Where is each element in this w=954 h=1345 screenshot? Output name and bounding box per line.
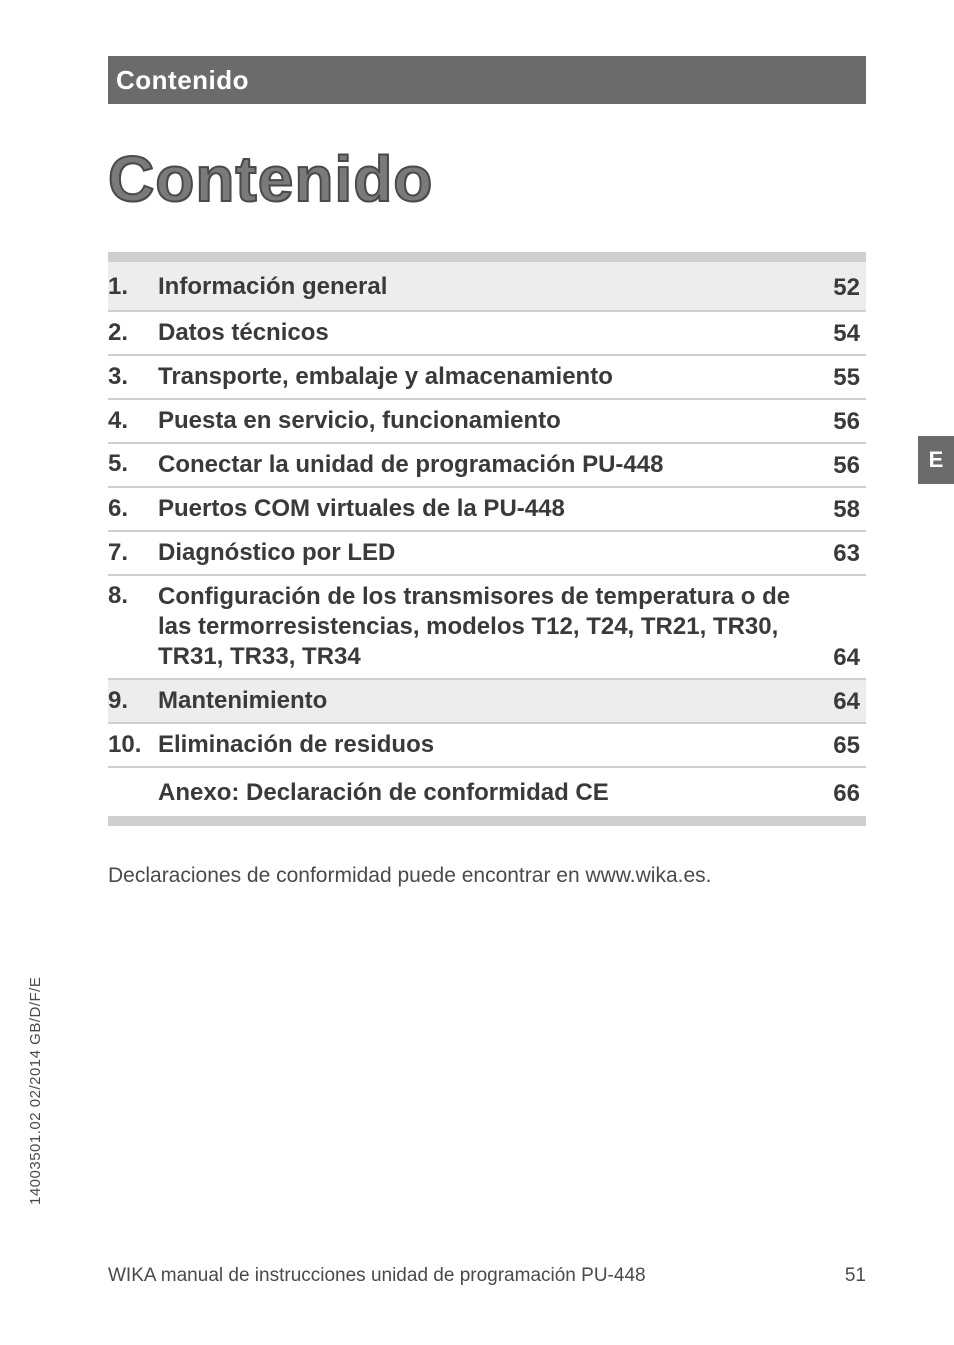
toc-page: 56 bbox=[810, 408, 860, 436]
toc-num: 9. bbox=[108, 687, 158, 715]
document-code: 14003501.02 02/2014 GB/D/F/E bbox=[27, 977, 44, 1205]
toc-label: Anexo: Declaración de conformidad CE bbox=[158, 778, 810, 808]
toc-bottom-rule bbox=[108, 816, 866, 826]
page-title: Contenido bbox=[108, 142, 866, 216]
toc-row-5: 5. Conectar la unidad de programación PU… bbox=[108, 444, 866, 488]
toc-label: Conectar la unidad de programación PU-44… bbox=[158, 450, 810, 480]
page-footer: WIKA manual de instrucciones unidad de p… bbox=[108, 1265, 866, 1287]
toc-num: 3. bbox=[108, 363, 158, 391]
toc-num: 6. bbox=[108, 495, 158, 523]
toc-row-6: 6. Puertos COM virtuales de la PU-448 58 bbox=[108, 488, 866, 532]
toc-label: Configuración de los transmisores de tem… bbox=[158, 582, 810, 672]
toc-row-7: 7. Diagnóstico por LED 63 bbox=[108, 532, 866, 576]
toc-num: 8. bbox=[108, 582, 158, 610]
toc-row-4: 4. Puesta en servicio, funcionamiento 56 bbox=[108, 400, 866, 444]
declaration-text: Declaraciones de conformidad puede encon… bbox=[108, 864, 866, 888]
toc-num: 2. bbox=[108, 319, 158, 347]
toc-row-1: 1. Información general 52 bbox=[108, 262, 866, 312]
toc-num: 7. bbox=[108, 539, 158, 567]
toc-label: Diagnóstico por LED bbox=[158, 538, 810, 568]
toc-page: 56 bbox=[810, 452, 860, 480]
toc-page: 54 bbox=[810, 320, 860, 348]
toc-row-9: 9. Mantenimiento 64 bbox=[108, 680, 866, 724]
toc-page: 64 bbox=[810, 644, 860, 672]
toc-row-11: Anexo: Declaración de conformidad CE 66 bbox=[108, 768, 866, 816]
toc-page: 58 bbox=[810, 496, 860, 524]
page-container: Contenido Contenido 1. Información gener… bbox=[0, 0, 954, 1345]
footer-left: WIKA manual de instrucciones unidad de p… bbox=[108, 1265, 646, 1287]
toc-label: Mantenimiento bbox=[158, 686, 810, 716]
section-header-title: Contenido bbox=[116, 65, 249, 96]
toc-label: Transporte, embalaje y almacenamiento bbox=[158, 362, 810, 392]
toc-page: 66 bbox=[810, 780, 860, 808]
footer-page-number: 51 bbox=[845, 1265, 866, 1287]
toc-row-2: 2. Datos técnicos 54 bbox=[108, 312, 866, 356]
toc-num: 5. bbox=[108, 450, 158, 478]
toc-label: Puesta en servicio, funcionamiento bbox=[158, 406, 810, 436]
toc-num: 1. bbox=[108, 273, 158, 301]
language-tab: E bbox=[918, 436, 954, 484]
section-header-bar: Contenido bbox=[108, 56, 866, 104]
toc-page: 65 bbox=[810, 732, 860, 760]
toc-page: 63 bbox=[810, 540, 860, 568]
toc-page: 52 bbox=[810, 274, 860, 302]
toc-row-8: 8. Configuración de los transmisores de … bbox=[108, 576, 866, 680]
toc-top-rule bbox=[108, 252, 866, 262]
toc-label: Eliminación de residuos bbox=[158, 730, 810, 760]
toc-label: Datos técnicos bbox=[158, 318, 810, 348]
toc-row-3: 3. Transporte, embalaje y almacenamiento… bbox=[108, 356, 866, 400]
toc-num: 4. bbox=[108, 407, 158, 435]
toc-label: Puertos COM virtuales de la PU-448 bbox=[158, 494, 810, 524]
toc-page: 64 bbox=[810, 688, 860, 716]
toc-label: Información general bbox=[158, 272, 810, 302]
toc-row-10: 10. Eliminación de residuos 65 bbox=[108, 724, 866, 768]
toc-num: 10. bbox=[108, 731, 158, 759]
toc-page: 55 bbox=[810, 364, 860, 392]
